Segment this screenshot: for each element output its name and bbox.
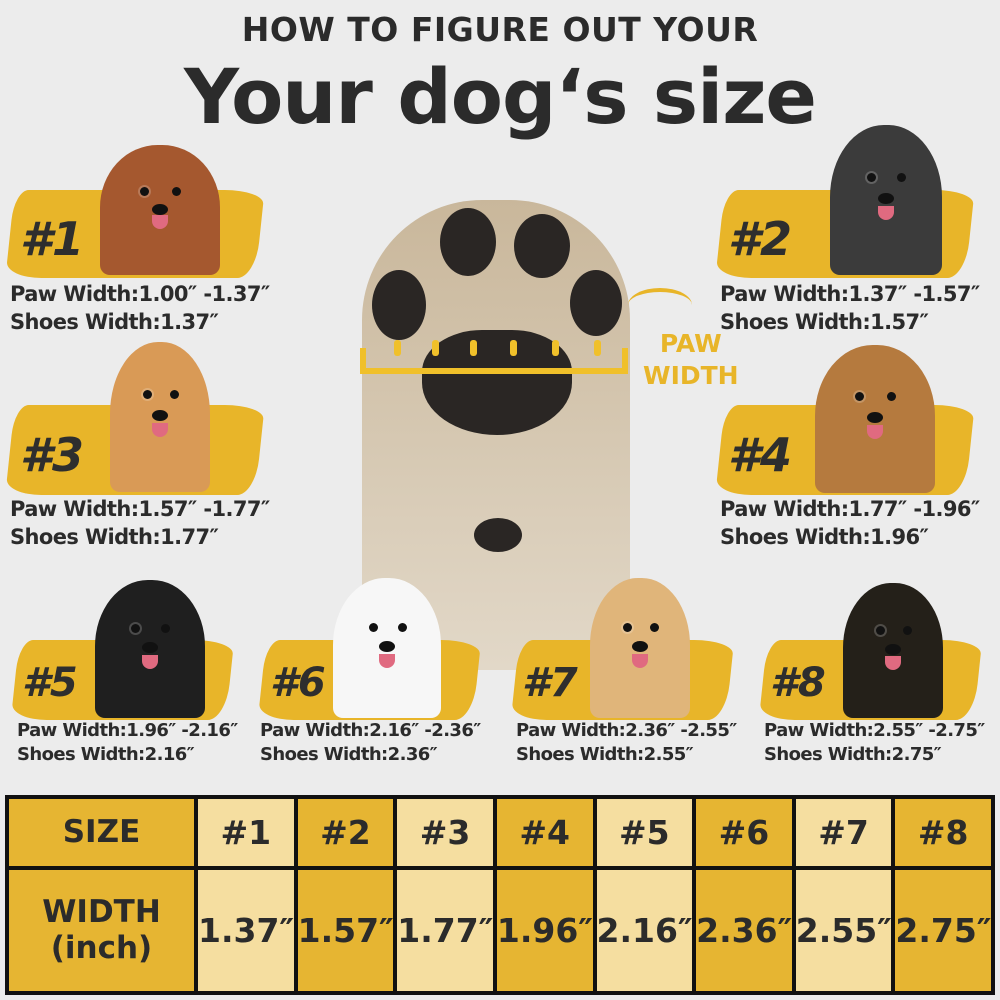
shoes-width-text: Shoes Width:2.16″ [17,744,195,765]
width-cell: 1.96″ [492,865,597,996]
width-cell: 2.36″ [692,865,796,996]
size-cell: #7 [791,795,896,870]
schnauzer-photo [830,125,942,275]
size-cell: #3 [393,795,497,870]
shoes-width-text: Shoes Width:1.57″ [720,310,929,334]
size-cell: #5 [592,795,697,870]
shoes-width-text: Shoes Width:2.36″ [260,744,438,765]
arrow-icon [628,288,692,322]
size-number: #8 [770,660,826,706]
size-cell: #2 [293,795,398,870]
size-header: SIZE [5,795,198,870]
paw-width-text: Paw Width:1.96″ -2.16″ [17,720,238,741]
size-chart-table: SIZE #1 #2 #3 #4 #5 #6 #7 #8 WIDTH (inch) 1.37″ 1.5… [5,795,995,996]
size-cell: #8 [891,795,995,870]
shoes-width-text: Shoes Width:1.37″ [10,310,219,334]
paw-width-text: Paw Width:1.57″ -1.77″ [10,497,270,521]
rottweiler-photo [843,583,943,718]
width-cell: 2.16″ [592,865,697,996]
size-cell: #4 [492,795,597,870]
shiba-inu-photo [110,342,210,492]
paw-width-text: Paw Width:1.37″ -1.57″ [720,282,980,306]
border-collie-photo [95,580,205,718]
size-number: #5 [22,660,78,706]
size-number: #1 [20,212,85,266]
paw-width-text: Paw Width:2.16″ -2.36″ [260,720,481,741]
golden-retriever-photo [590,578,690,718]
paw-width-text: Paw Width:2.36″ -2.55″ [516,720,737,741]
paw-width-text: Paw Width:1.77″ -1.96″ [720,497,980,521]
paw-width-text: Paw Width:1.00″ -1.37″ [10,282,270,306]
beagle-photo [815,345,935,493]
size-number: #7 [522,660,578,706]
size-number: #6 [270,660,326,706]
width-cell: 2.55″ [791,865,896,996]
size-cell: #6 [692,795,796,870]
width-cell: 2.75″ [891,865,995,996]
size-number: #2 [728,212,793,266]
shoes-width-text: Shoes Width:2.75″ [764,744,942,765]
page-title: Your dog‘s size [184,52,817,141]
shoes-width-text: Shoes Width:1.96″ [720,525,929,549]
poodle-photo [100,145,220,275]
paw-width-label: PAW WIDTH [643,329,739,390]
size-cell: #1 [194,795,298,870]
subtitle: HOW TO FIGURE OUT YOUR [241,10,759,49]
width-cell: 1.77″ [393,865,497,996]
size-number: #3 [20,428,85,482]
shoes-width-text: Shoes Width:2.55″ [516,744,694,765]
paw-width-text: Paw Width:2.55″ -2.75″ [764,720,985,741]
shoes-width-text: Shoes Width:1.77″ [10,525,219,549]
width-cell: 1.37″ [194,865,298,996]
width-header: WIDTH (inch) [5,865,198,996]
samoyed-photo [333,578,441,718]
width-cell: 1.57″ [293,865,398,996]
size-number: #4 [728,428,793,482]
paw-width-ruler [360,340,628,374]
